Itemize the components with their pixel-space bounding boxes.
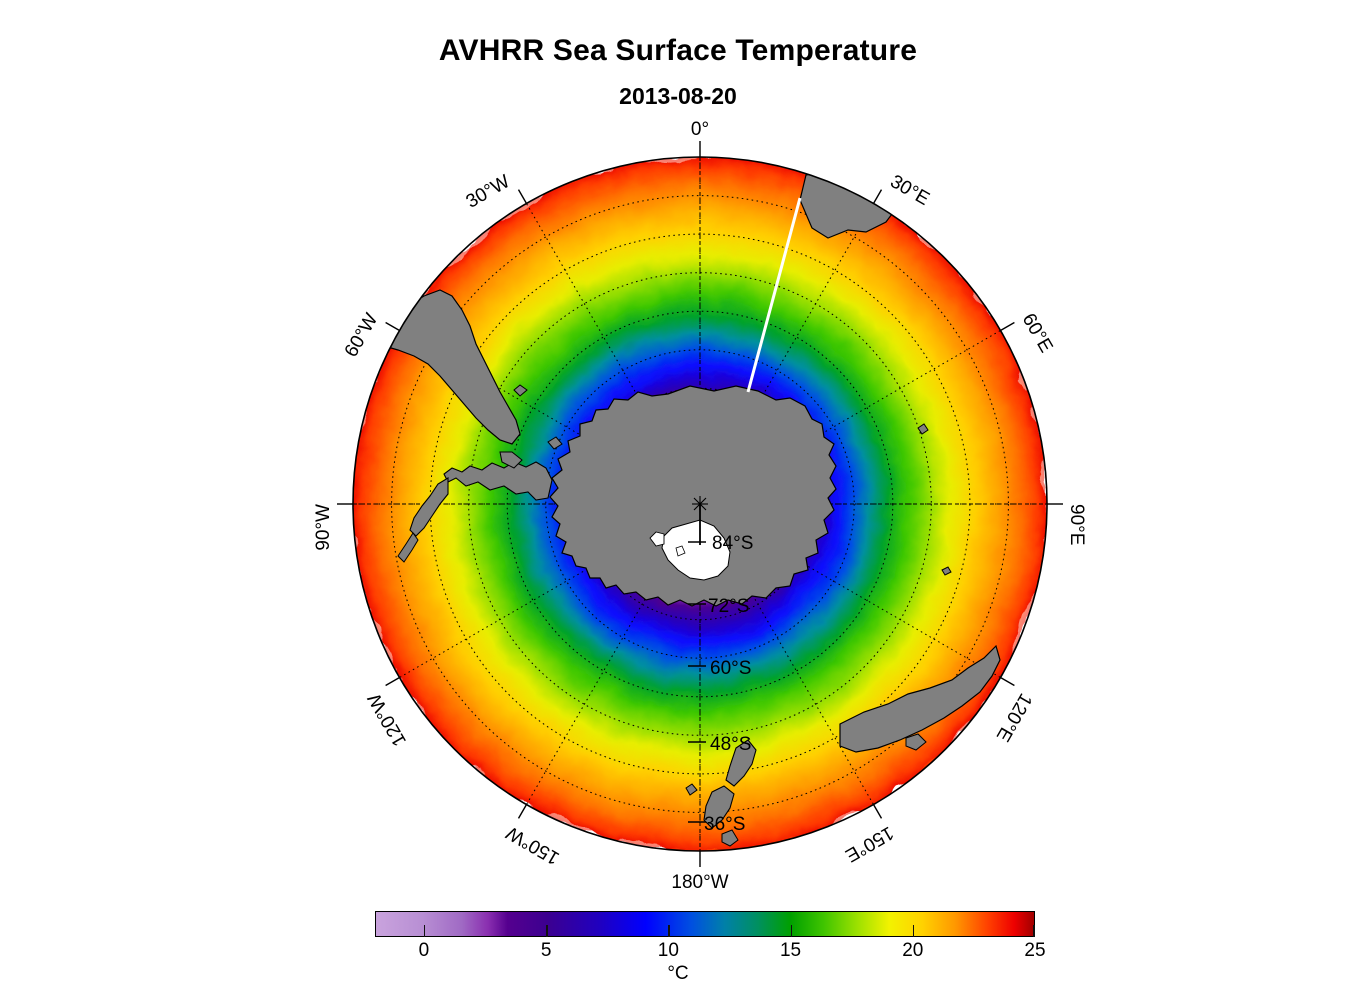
longitude-label-60e: 60°E: [1018, 310, 1057, 356]
colorbar-tick-label: 5: [540, 940, 552, 961]
longitude-label-90e: 90°E: [1066, 504, 1087, 545]
polar-map-svg: 0° 30°E 60°E 90°E 120°E 150°E 180°W 150°…: [313, 119, 1087, 890]
colorbar-tick-label: 20: [902, 940, 924, 961]
colorbar-tick: [668, 925, 670, 937]
longitude-label-30e: 30°E: [887, 171, 933, 210]
latitude-label-48s: 48°S: [710, 734, 751, 755]
longitude-label-150w: 150°W: [503, 822, 563, 869]
latitude-ticks: [688, 541, 706, 823]
page-title: AVHRR Sea Surface Temperature: [438, 34, 918, 67]
longitude-label-90w: 90°W: [313, 504, 334, 551]
data-gap-line: [746, 197, 802, 393]
latitude-label-group: 84°S 72°S 60°S 48°S 36°S: [704, 533, 753, 835]
latitude-label-60s: 60°S: [710, 658, 751, 679]
latitude-label-84s: 84°S: [712, 533, 753, 554]
colorbar-tick: [790, 925, 793, 937]
south-pole-marker: [692, 496, 708, 545]
ice-shelf: [649, 519, 731, 581]
longitude-label-0: 0°: [691, 119, 709, 140]
colorbar-tick: [546, 925, 548, 937]
colorbar-tick-label: 0: [418, 940, 430, 961]
colorbar-gradient: [375, 911, 1035, 937]
longitude-ticks: [337, 141, 1063, 867]
colorbar-tick: [912, 925, 915, 937]
colorbar-tick: [1033, 925, 1035, 937]
colorbar[interactable]: [375, 911, 1035, 937]
longitude-label-120e: 120°E: [992, 690, 1036, 746]
colorbar-tick: [423, 925, 426, 937]
longitude-label-60w: 60°W: [341, 310, 383, 361]
longitude-label-150e: 150°E: [841, 822, 897, 866]
colorbar-tick-label: 15: [779, 940, 802, 961]
colorbar-tick-label: 10: [657, 940, 679, 961]
page-subtitle: 2013-08-20: [619, 83, 737, 109]
polar-map: 0° 30°E 60°E 90°E 120°E 150°E 180°W 150°…: [313, 119, 1087, 890]
latitude-label-72s: 72°S: [708, 596, 749, 617]
longitude-label-120w: 120°W: [364, 689, 411, 749]
colorbar-tick-label: 25: [1024, 940, 1046, 961]
latitude-label-36s: 36°S: [704, 814, 745, 835]
colorbar-axis-title: °C: [667, 963, 689, 984]
longitude-label-180w: 180°W: [671, 872, 728, 890]
antarctica-landmass: [375, 169, 1001, 847]
longitude-label-30w: 30°W: [463, 171, 514, 213]
